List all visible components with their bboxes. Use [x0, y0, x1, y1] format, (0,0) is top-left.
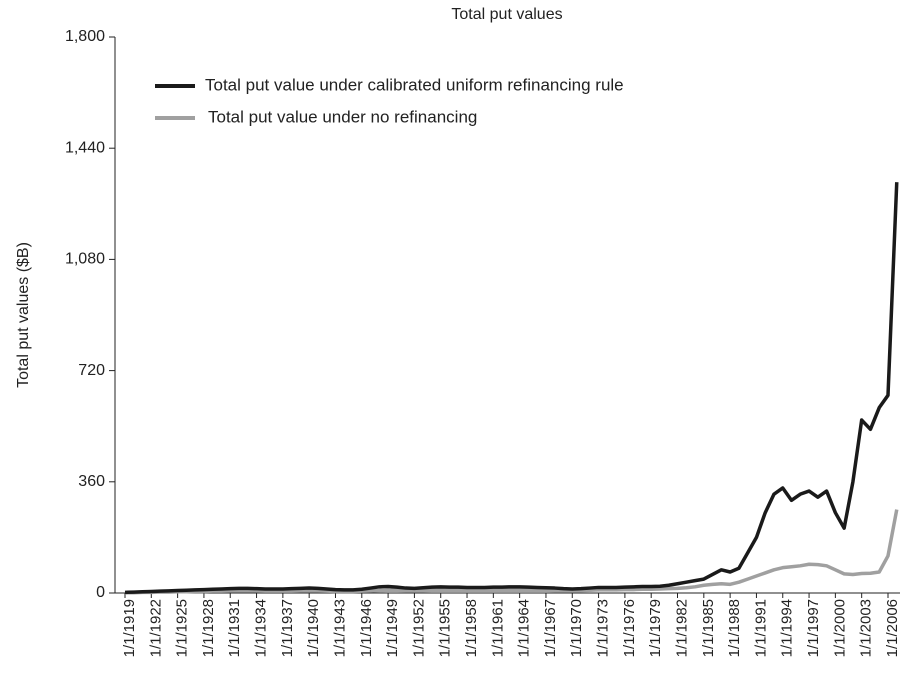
x-tick-label: 1/1/1940	[305, 599, 322, 657]
x-tick-label: 1/1/1958	[463, 599, 480, 657]
x-tick-label: 1/1/1967	[542, 599, 559, 657]
x-tick-label: 1/1/1961	[489, 599, 506, 657]
x-tick-label: 1/1/1925	[174, 599, 191, 657]
x-tick-label: 1/1/1982	[673, 599, 690, 657]
x-tick-label: 1/1/1922	[147, 599, 164, 657]
series-line	[125, 509, 899, 595]
x-tick-label: 1/1/1976	[621, 599, 638, 657]
x-tick-label: 1/1/1952	[410, 599, 427, 657]
series-line	[124, 182, 899, 595]
x-tick-label: 1/1/1943	[331, 599, 348, 657]
x-tick-label: 1/1/2003	[858, 599, 875, 657]
y-tick-label: 1,440	[65, 139, 105, 156]
x-tick-label: 1/1/1949	[384, 599, 401, 657]
x-tick-label: 1/1/1919	[121, 599, 138, 657]
x-tick-label: 1/1/1970	[568, 599, 585, 657]
x-tick-label: 1/1/1964	[516, 599, 533, 657]
x-tick-label: 1/1/1985	[700, 599, 717, 657]
x-tick-label: 1/1/1928	[200, 599, 217, 657]
x-tick-label: 1/1/1946	[358, 599, 375, 657]
x-tick-label: 1/1/2006	[884, 599, 900, 657]
x-tick-label: 1/1/1931	[226, 599, 243, 657]
x-tick-label: 1/1/1997	[805, 599, 822, 657]
legend-label: Total put value under calibrated uniform…	[205, 75, 624, 94]
x-tick-label: 1/1/1988	[726, 599, 743, 657]
chart-title: Total put values	[451, 6, 562, 23]
y-tick-label: 720	[78, 362, 105, 379]
legend-label: Total put value under no refinancing	[208, 107, 477, 126]
x-tick-label: 1/1/1991	[752, 599, 769, 657]
y-tick-label: 1,800	[65, 28, 105, 45]
x-tick-label: 1/1/1955	[437, 599, 454, 657]
x-tick-label: 1/1/2000	[831, 599, 848, 657]
x-tick-label: 1/1/1979	[647, 599, 664, 657]
x-tick-label: 1/1/1934	[253, 599, 270, 657]
x-tick-label: 1/1/1994	[779, 599, 796, 657]
y-axis-label: Total put values ($B)	[15, 242, 32, 388]
x-tick-label: 1/1/1937	[279, 599, 296, 657]
y-tick-label: 360	[78, 473, 105, 490]
y-tick-label: 0	[96, 584, 105, 601]
y-tick-label: 1,080	[65, 251, 105, 268]
x-tick-label: 1/1/1973	[595, 599, 612, 657]
